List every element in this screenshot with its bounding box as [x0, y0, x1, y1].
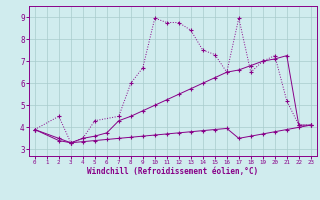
X-axis label: Windchill (Refroidissement éolien,°C): Windchill (Refroidissement éolien,°C)	[87, 167, 258, 176]
